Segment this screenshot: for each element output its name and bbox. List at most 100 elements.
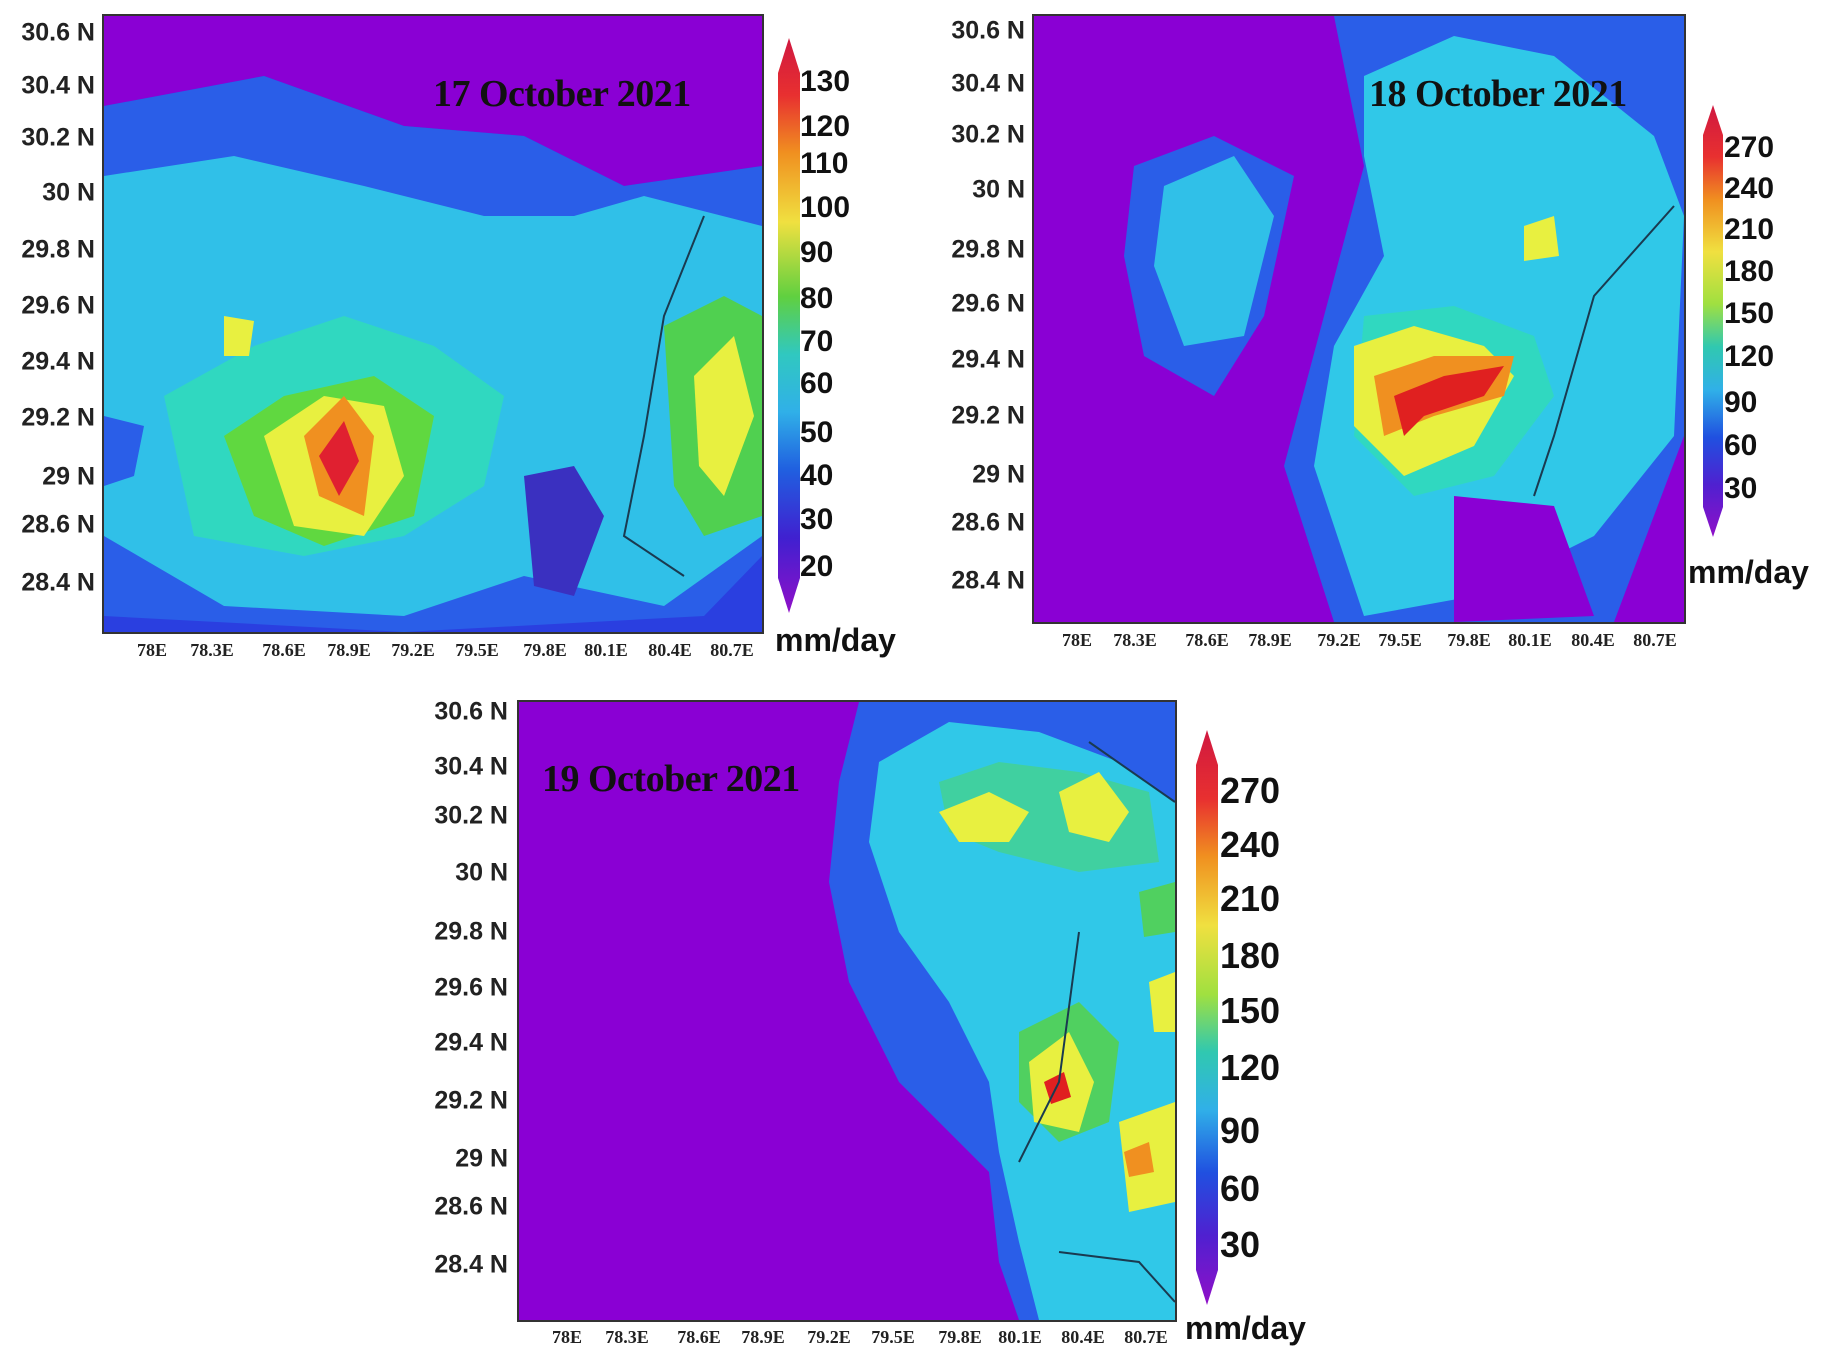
colorbar-unit: mm/day <box>1688 554 1809 590</box>
lon-label: 78.9E <box>741 1327 785 1347</box>
lon-label: 80.1E <box>998 1327 1042 1347</box>
lon-label: 79.5E <box>1378 630 1422 650</box>
colorbar-tick: 70 <box>800 325 834 358</box>
lon-label: 78.3E <box>1113 630 1157 650</box>
lon-label: 78.6E <box>1185 630 1229 650</box>
lat-label: 30.2 N <box>434 801 508 830</box>
rainfall-map-18-october <box>1032 14 1686 624</box>
lon-label: 79.2E <box>391 640 435 660</box>
colorbar-tick: 100 <box>800 191 851 224</box>
lat-label: 29.6 N <box>951 289 1025 318</box>
lat-label: 30.4 N <box>21 71 95 100</box>
colorbar-unit: mm/day <box>775 622 896 658</box>
lat-label: 29.2 N <box>21 403 95 432</box>
colorbar-tick: 120 <box>800 110 851 143</box>
colorbar-tick: 90 <box>1220 1110 1261 1151</box>
colorbar-tick: 40 <box>800 459 834 492</box>
colorbar-tick: 30 <box>800 503 834 536</box>
lon-label: 79.8E <box>938 1327 982 1347</box>
lat-label: 30 N <box>42 178 95 207</box>
colorbar-tick: 90 <box>1724 386 1758 419</box>
lon-label: 80.4E <box>648 640 692 660</box>
rainfall-map-17-october <box>102 14 764 634</box>
lon-label: 80.7E <box>1633 630 1677 650</box>
lat-label: 30.2 N <box>21 123 95 152</box>
lat-label: 29 N <box>42 462 95 491</box>
lat-label: 29.8 N <box>434 917 508 946</box>
lat-label: 28.4 N <box>951 566 1025 595</box>
colorbar-tick: 20 <box>800 550 834 583</box>
lon-label: 79.5E <box>455 640 499 660</box>
lon-label: 80.7E <box>1124 1327 1168 1347</box>
lon-label: 80.7E <box>710 640 754 660</box>
rainfall-map-19-october <box>517 700 1177 1322</box>
lat-label: 29.4 N <box>434 1028 508 1057</box>
colorbar <box>1196 730 1218 1305</box>
lat-label: 29.6 N <box>21 291 95 320</box>
lat-label: 28.4 N <box>21 568 95 597</box>
lon-label: 79.8E <box>523 640 567 660</box>
colorbar-tick: 50 <box>800 416 834 449</box>
lat-label: 28.6 N <box>951 508 1025 537</box>
colorbar-tick: 110 <box>800 147 849 180</box>
lon-label: 78E <box>1061 630 1093 650</box>
lon-label: 79.8E <box>1447 630 1491 650</box>
lat-label: 29.2 N <box>951 401 1025 430</box>
lat-label: 28.4 N <box>434 1250 508 1279</box>
colorbar-tick: 150 <box>1724 297 1775 330</box>
rainfall-field-19-october <box>519 702 1175 1320</box>
colorbar <box>1703 105 1723 537</box>
lat-label: 29.2 N <box>434 1086 508 1115</box>
lat-label: 30.6 N <box>21 18 95 47</box>
lat-label: 30.4 N <box>951 69 1025 98</box>
lat-label: 29.8 N <box>21 235 95 264</box>
lon-label: 79.2E <box>1317 630 1361 650</box>
colorbar-tick: 150 <box>1220 990 1281 1031</box>
lon-label: 78.3E <box>605 1327 649 1347</box>
lat-label: 29.4 N <box>951 345 1025 374</box>
colorbar-tick: 210 <box>1724 213 1775 246</box>
lat-label: 28.6 N <box>434 1192 508 1221</box>
colorbar <box>778 38 800 613</box>
colorbar-tick: 60 <box>1220 1168 1261 1209</box>
map-date-title: 19 October 2021 <box>542 758 800 800</box>
colorbar-tick: 30 <box>1220 1224 1261 1265</box>
lon-label: 80.1E <box>1508 630 1552 650</box>
colorbar-tick: 180 <box>1220 935 1281 976</box>
lon-label: 80.4E <box>1571 630 1615 650</box>
lat-label: 29.6 N <box>434 973 508 1002</box>
colorbar-tick: 210 <box>1220 878 1281 919</box>
lon-label: 78.9E <box>327 640 371 660</box>
colorbar-tick: 240 <box>1220 824 1281 865</box>
colorbar-tick: 60 <box>1724 429 1758 462</box>
lat-label: 29 N <box>455 1144 508 1173</box>
colorbar-tick: 130 <box>800 65 851 98</box>
colorbar-tick: 60 <box>800 367 834 400</box>
lat-label: 30.6 N <box>951 16 1025 45</box>
lat-label: 28.6 N <box>21 510 95 539</box>
rainfall-field-18-october <box>1034 16 1684 622</box>
map-date-title: 18 October 2021 <box>1369 73 1627 115</box>
map-date-title: 17 October 2021 <box>433 73 691 115</box>
lon-label: 78.3E <box>190 640 234 660</box>
lat-label: 29 N <box>972 460 1025 489</box>
lat-label: 30 N <box>455 858 508 887</box>
lat-label: 30.4 N <box>434 752 508 781</box>
lon-label: 80.1E <box>584 640 628 660</box>
lon-label: 79.2E <box>807 1327 851 1347</box>
colorbar-tick: 270 <box>1724 131 1775 164</box>
colorbar-tick: 120 <box>1724 340 1775 373</box>
lon-label: 78.9E <box>1248 630 1292 650</box>
lat-label: 30.2 N <box>951 120 1025 149</box>
colorbar-tick: 270 <box>1220 770 1281 811</box>
colorbar-tick: 80 <box>800 282 834 315</box>
colorbar-unit: mm/day <box>1185 1310 1306 1346</box>
lon-label: 80.4E <box>1061 1327 1105 1347</box>
colorbar-tick: 240 <box>1724 172 1775 205</box>
lon-label: 79.5E <box>871 1327 915 1347</box>
lat-label: 30 N <box>972 175 1025 204</box>
rainfall-field-17-october <box>104 16 762 632</box>
colorbar-tick: 30 <box>1724 472 1758 505</box>
lat-label: 29.8 N <box>951 235 1025 264</box>
lon-label: 78E <box>551 1327 583 1347</box>
